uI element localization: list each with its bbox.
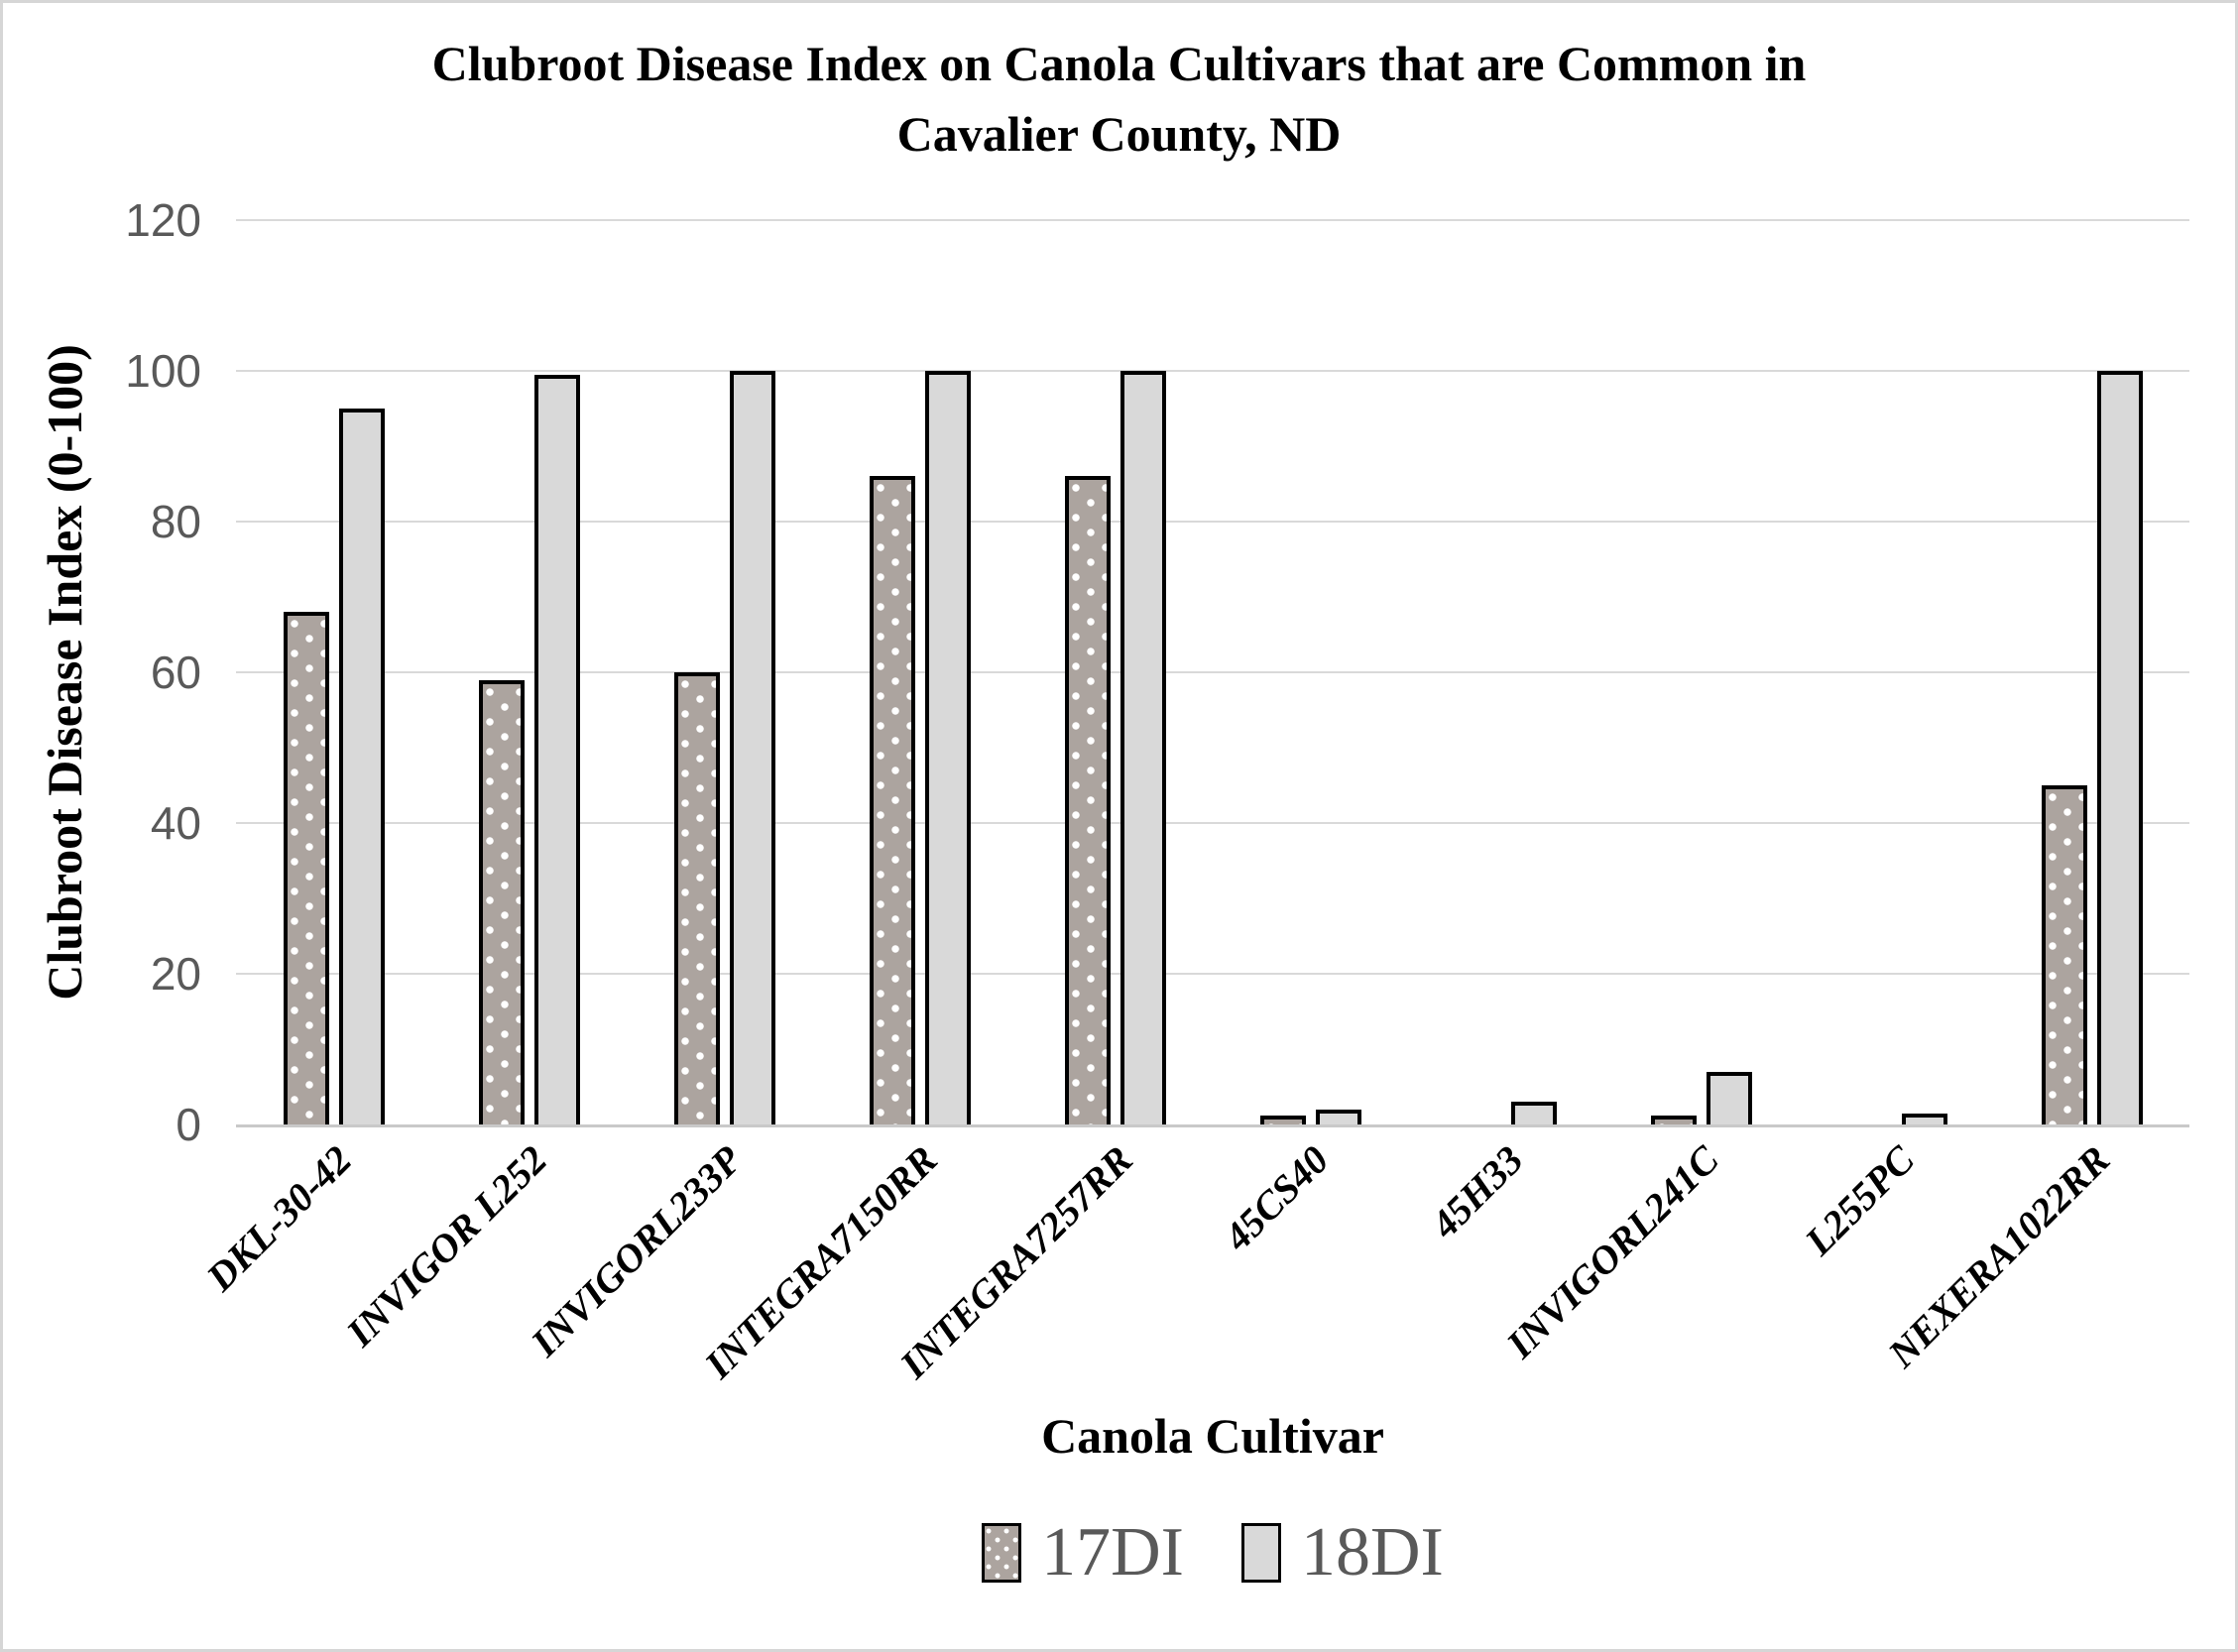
y-axis-tick-labels: 0 20 40 60 80 100 120 (3, 194, 201, 1150)
bar-17di-45cs40 (1259, 1116, 1306, 1124)
chart-title-line2: Cavalier County, ND (896, 106, 1342, 162)
bar-17di-nexera1022rr (2041, 785, 2087, 1124)
chart-title: Clubroot Disease Index on Canola Cultiva… (3, 29, 2235, 170)
legend-item-18di: 18DI (1241, 1518, 1444, 1588)
y-tick-label-60: 60 (150, 647, 201, 698)
bar-18di-integra7257rr (1119, 371, 1166, 1124)
x-tick-label-l255pc: L255PC (1796, 1136, 1924, 1264)
bar-18di-45cs40 (1315, 1109, 1361, 1124)
legend-label-18di: 18DI (1301, 1514, 1444, 1591)
gridline-40 (236, 822, 2189, 824)
bar-17di-invigorl241c (1650, 1116, 1697, 1124)
gridline-20 (236, 973, 2189, 975)
gridline-80 (236, 521, 2189, 523)
x-axis-tick-labels: DKL-30-42 INVIGOR L252 INVIGORL233P INTEGRA… (197, 1136, 2189, 1444)
gridline-120 (236, 219, 2189, 221)
y-tick-label-20: 20 (150, 948, 201, 1000)
x-axis-title: Canola Cultivar (1041, 1408, 1384, 1464)
y-tick-label-0: 0 (176, 1099, 201, 1150)
gridline-60 (236, 671, 2189, 673)
y-tick-label-80: 80 (150, 496, 201, 547)
y-tick-label-100: 100 (125, 345, 201, 397)
bar-18di-integra7150rr (924, 371, 971, 1124)
chart-title-line1: Clubroot Disease Index on Canola Cultiva… (431, 36, 1807, 91)
y-tick-label-40: 40 (150, 797, 201, 849)
x-tick-label-45cs40: 45CS40 (1215, 1136, 1338, 1259)
bar-18di-invigorl241c (1706, 1071, 1752, 1124)
bar-18di-45h33 (1510, 1102, 1557, 1124)
bar-17di-integra7150rr (869, 476, 915, 1124)
bar-18di-dkl-30-42 (338, 409, 385, 1124)
bar-18di-nexera1022rr (2096, 371, 2143, 1124)
x-tick-label-invigorl241c: INVIGORL241C (1497, 1136, 1728, 1367)
chart-legend: 17DI 18DI (236, 1518, 2189, 1588)
bar-17di-dkl-30-42 (283, 612, 329, 1124)
legend-swatch-18di (1241, 1523, 1281, 1583)
bar-17di-invigorl233p (673, 672, 720, 1124)
x-tick-label-invigor-l252: INVIGOR L252 (337, 1136, 556, 1356)
bar-18di-l255pc (1901, 1113, 1947, 1124)
x-tick-label-45h33: 45H33 (1422, 1136, 1533, 1247)
bar-18di-invigorl233p (729, 371, 775, 1124)
legend-item-17di: 17DI (982, 1518, 1184, 1588)
legend-swatch-17di (982, 1523, 1022, 1583)
bar-17di-integra7257rr (1064, 476, 1111, 1124)
y-tick-label-120: 120 (125, 194, 201, 246)
bar-17di-invigor-l252 (478, 679, 525, 1124)
x-tick-label-dkl-30-42: DKL-30-42 (197, 1136, 361, 1300)
plot-area (236, 219, 2189, 1127)
gridline-100 (236, 370, 2189, 372)
legend-label-17di: 17DI (1041, 1514, 1184, 1591)
bar-18di-invigor-l252 (533, 374, 580, 1124)
